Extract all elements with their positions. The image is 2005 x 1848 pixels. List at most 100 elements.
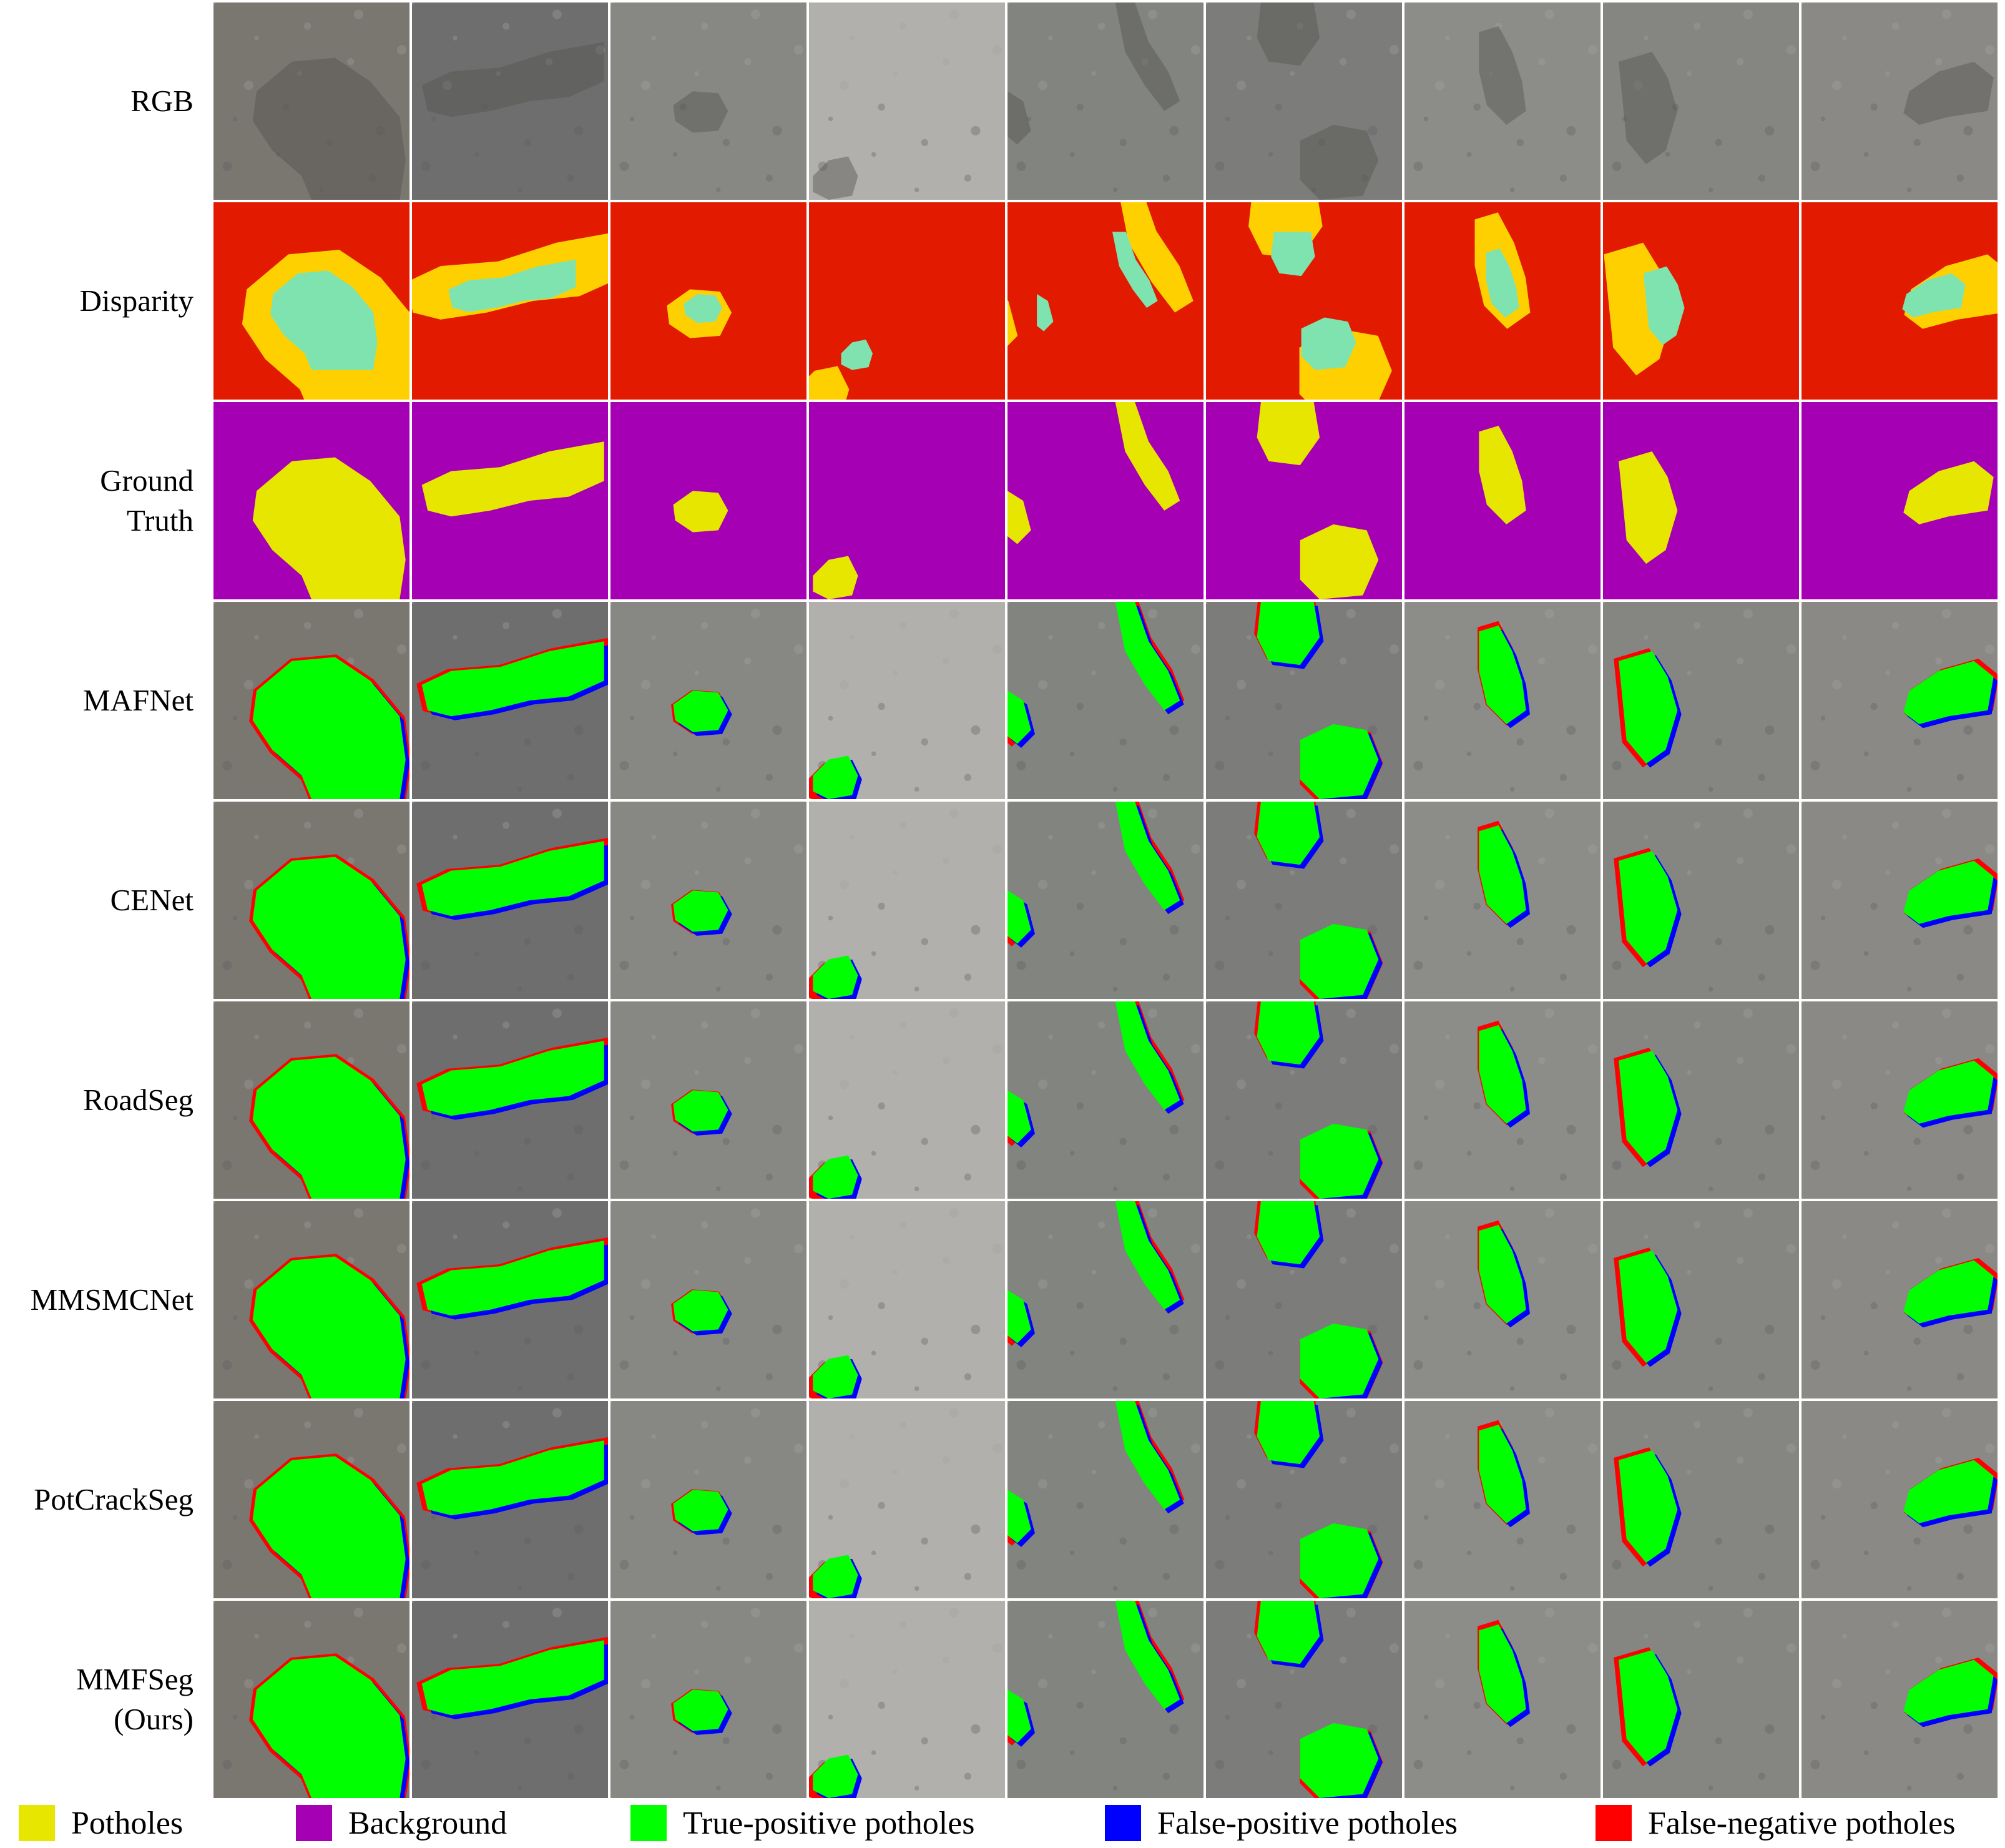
pothole-mask <box>1257 402 1320 466</box>
image-tile <box>412 1201 608 1398</box>
true-positive-region <box>813 1355 858 1398</box>
image-tile <box>213 1401 409 1598</box>
row-label: MAFNet <box>0 602 200 799</box>
true-positive-region <box>1007 1689 1031 1743</box>
image-tile <box>1206 402 1402 599</box>
true-positive-region <box>421 841 604 917</box>
image-tile <box>1802 1601 1998 1798</box>
true-positive-region <box>1619 1051 1678 1164</box>
image-tile <box>809 602 1005 799</box>
image-tile <box>809 2 1005 200</box>
row-label-line: RoadSeg <box>83 1083 194 1117</box>
true-positive-region <box>1300 1723 1379 1798</box>
true-positive-region <box>252 657 406 799</box>
image-tile <box>412 402 608 599</box>
image-tile <box>1802 1201 1998 1398</box>
legend-label: Potholes <box>71 1805 184 1841</box>
image-tile <box>610 802 806 999</box>
true-positive-region <box>1115 802 1180 910</box>
legend-swatch <box>1596 1805 1632 1841</box>
image-tile <box>1404 1201 1601 1398</box>
true-positive-region <box>1479 1224 1526 1324</box>
true-positive-region <box>673 691 728 732</box>
true-positive-region <box>421 1241 604 1316</box>
image-tile <box>1007 202 1203 400</box>
pothole-mask <box>1300 524 1379 599</box>
image-tile <box>213 1601 409 1798</box>
image-tile <box>1802 402 1998 599</box>
pothole-region <box>1903 61 1994 125</box>
disparity-core <box>841 339 873 370</box>
image-tile <box>1802 802 1998 999</box>
image-tile <box>1206 1401 1402 1598</box>
true-positive-region <box>421 1440 604 1516</box>
image-tile <box>1802 202 1998 400</box>
pothole-mask <box>1115 402 1180 511</box>
true-positive-region <box>813 755 858 799</box>
true-positive-region <box>252 1056 406 1199</box>
row-label: RoadSeg <box>0 1001 200 1199</box>
true-positive-region <box>1479 1624 1526 1723</box>
image-tile <box>610 1201 806 1398</box>
image-tile <box>1603 202 1799 400</box>
image-tile <box>610 602 806 799</box>
true-positive-region <box>1619 1450 1678 1563</box>
image-tile <box>1007 1601 1203 1798</box>
image-tile <box>1404 202 1601 400</box>
image-tile <box>1007 802 1203 999</box>
image-tile <box>1007 402 1203 599</box>
row-label: MMSMCNet <box>0 1201 200 1398</box>
true-positive-region <box>1903 1060 1994 1124</box>
row-label-line: Disparity <box>79 283 194 318</box>
image-tile <box>1802 1001 1998 1199</box>
disparity-core <box>1112 232 1158 308</box>
row-label: RGB <box>0 2 200 200</box>
true-positive-region <box>813 955 858 999</box>
pothole-region <box>1257 2 1320 66</box>
legend: Potholes Background True-positive potholes… <box>0 1797 2005 1848</box>
image-tile <box>1206 1201 1402 1398</box>
true-positive-region <box>1619 651 1678 764</box>
disparity-core <box>448 259 576 312</box>
true-positive-region <box>1007 890 1031 944</box>
true-positive-region <box>1619 851 1678 964</box>
true-positive-region <box>813 1155 858 1199</box>
image-tile <box>213 1001 409 1199</box>
image-tile <box>213 202 409 400</box>
pothole-mask <box>1007 491 1031 544</box>
true-positive-region <box>813 1754 858 1798</box>
true-positive-region <box>252 857 406 999</box>
pothole-mask <box>1479 425 1526 524</box>
image-tile <box>610 1001 806 1199</box>
image-tile <box>1007 2 1203 200</box>
image-tile <box>1404 802 1601 999</box>
row-label: PotCrackSeg <box>0 1401 200 1598</box>
true-positive-region <box>1007 1090 1031 1144</box>
pothole-region <box>1300 124 1379 200</box>
true-positive-region <box>421 1640 604 1716</box>
image-tile <box>610 1401 806 1598</box>
true-positive-region <box>673 1290 728 1332</box>
legend-label: Background <box>348 1805 507 1841</box>
legend-item: Potholes <box>19 1805 184 1841</box>
true-positive-region <box>673 1689 728 1731</box>
row-label-line: MAFNet <box>83 683 194 717</box>
image-tile <box>1206 802 1402 999</box>
row-label-line: (Ours) <box>114 1702 194 1736</box>
true-positive-region <box>252 1256 406 1398</box>
true-positive-region <box>1257 1401 1320 1465</box>
image-tile <box>809 402 1005 599</box>
pothole-region <box>813 156 858 200</box>
true-positive-region <box>1479 625 1526 724</box>
disparity-core <box>1486 248 1519 318</box>
image-tile <box>213 802 409 999</box>
pothole-region <box>421 42 604 117</box>
true-positive-region <box>673 1090 728 1132</box>
disparity-core <box>684 293 722 323</box>
image-tile <box>412 1601 608 1798</box>
image-tile <box>1603 1201 1799 1398</box>
true-positive-region <box>1257 1201 1320 1265</box>
legend-item: False-positive potholes <box>1105 1805 1458 1841</box>
legend-label: False-negative potholes <box>1648 1805 1956 1841</box>
